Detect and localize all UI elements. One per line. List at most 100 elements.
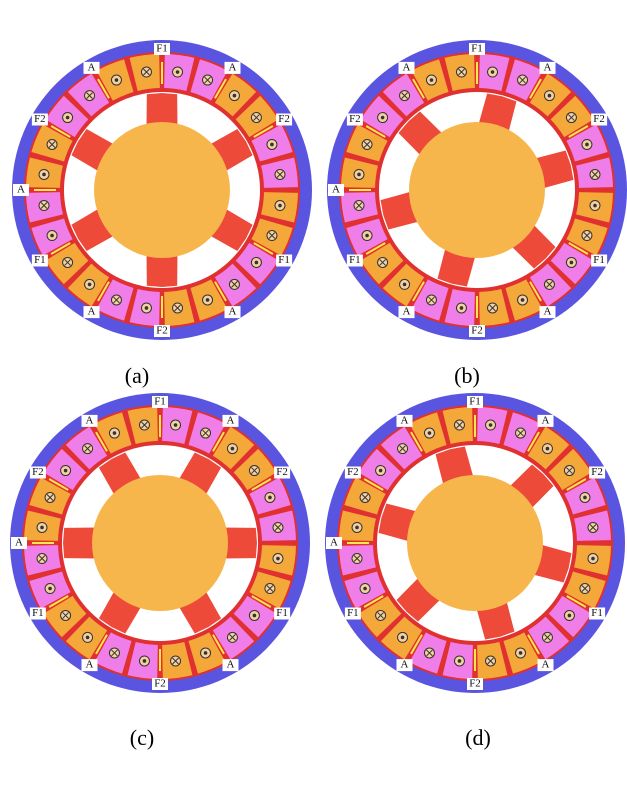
motor: F1 A F2 F1 A F2 A F1 A F2 A (327, 40, 627, 340)
winding-label: A (227, 659, 235, 671)
conductor-dot (253, 614, 257, 618)
winding-label: F1 (349, 254, 361, 266)
conductor-dot (363, 587, 367, 591)
winding-label: A (330, 537, 338, 549)
winding-label: A (403, 61, 411, 73)
conductor-dot (276, 557, 280, 561)
caption: (c) (130, 725, 154, 750)
winding-label: F1 (154, 396, 166, 408)
rotor (94, 122, 230, 258)
conductor-dot (174, 423, 178, 427)
conductor-dot (355, 526, 359, 530)
winding-label: A (401, 659, 409, 671)
winding-label: A (227, 414, 235, 426)
winding-label: F2 (349, 113, 361, 125)
winding-label: F1 (469, 396, 481, 408)
winding-label: A (401, 414, 409, 426)
conductor-dot (88, 283, 92, 287)
conductor-dot (143, 659, 147, 663)
conductor-dot (233, 94, 237, 98)
motor: F1AF2F1AF2AF1AF2A (10, 393, 310, 693)
winding-label: F2 (32, 466, 44, 478)
winding-label: A (542, 414, 550, 426)
conductor-dot (268, 496, 272, 500)
conductor-dot (570, 261, 574, 265)
conductor-dot (206, 298, 210, 302)
winding-label: F2 (278, 113, 290, 125)
conductor-dot (585, 143, 589, 147)
conductor-dot (521, 298, 525, 302)
conductor-dot (519, 651, 523, 655)
winding-label: A (86, 659, 94, 671)
winding-label: F1 (278, 254, 290, 266)
winding-label: F2 (276, 466, 288, 478)
conductor-dot (40, 526, 44, 530)
winding-label: A (86, 414, 94, 426)
winding-label: F1 (156, 43, 168, 55)
conductor-dot (379, 469, 383, 473)
winding-label: A (403, 306, 411, 318)
winding-label: F1 (471, 43, 483, 55)
conductor-dot (489, 423, 493, 427)
caption: (b) (454, 363, 480, 388)
conductor-dot (583, 496, 587, 500)
rotor (409, 122, 545, 258)
conductor-dot (50, 234, 54, 238)
motor: F1 A F2 F1 A F2 A F1 A F2 A (12, 40, 312, 340)
winding-label: A (544, 61, 552, 73)
winding-label: A (332, 184, 340, 196)
winding-label: A (17, 184, 25, 196)
conductor-dot (42, 173, 46, 177)
conductor-dot (270, 143, 274, 147)
winding-label: A (542, 659, 550, 671)
conductor-dot (255, 261, 259, 265)
conductor-dot (460, 306, 464, 310)
conductor-dot (278, 204, 282, 208)
rotor (407, 475, 543, 611)
winding-label: F2 (593, 113, 605, 125)
winding-label: F2 (471, 325, 483, 337)
rotor (92, 475, 228, 611)
winding-label: A (229, 61, 237, 73)
conductor-dot (428, 431, 432, 435)
winding-label: F2 (156, 325, 168, 337)
conductor-dot (145, 306, 149, 310)
winding-label: F2 (469, 678, 481, 690)
caption: (a) (125, 363, 149, 388)
conductor-dot (458, 659, 462, 663)
winding-label: A (15, 537, 23, 549)
winding-label: F2 (34, 113, 46, 125)
winding-label: A (229, 306, 237, 318)
conductor-dot (64, 469, 68, 473)
figure: F1 A F2 F1 A F2 A F1 A F2 A (a) F1 A F2 F1 A F2 A F1 A F2 A (b)… (0, 0, 627, 785)
winding-label: A (88, 306, 96, 318)
winding-label: F1 (593, 254, 605, 266)
conductor-dot (591, 557, 595, 561)
winding-label: F1 (591, 607, 603, 619)
winding-label: F1 (32, 607, 44, 619)
conductor-dot (593, 204, 597, 208)
conductor-dot (357, 173, 361, 177)
caption: (d) (465, 725, 491, 750)
conductor-dot (365, 234, 369, 238)
winding-label: A (88, 61, 96, 73)
conductor-dot (548, 94, 552, 98)
conductor-dot (403, 283, 407, 287)
conductor-dot (176, 70, 180, 74)
conductor-dot (381, 116, 385, 120)
conductor-dot (568, 614, 572, 618)
conductor-dot (113, 431, 117, 435)
conductor-dot (48, 587, 52, 591)
conductor-dot (430, 78, 434, 82)
winding-label: F1 (347, 607, 359, 619)
winding-label: A (544, 306, 552, 318)
conductor-dot (491, 70, 495, 74)
winding-label: F2 (154, 678, 166, 690)
winding-label: F1 (34, 254, 46, 266)
conductor-dot (231, 447, 235, 451)
conductor-dot (86, 636, 90, 640)
conductor-dot (66, 116, 70, 120)
conductor-dot (401, 636, 405, 640)
winding-label: F2 (591, 466, 603, 478)
